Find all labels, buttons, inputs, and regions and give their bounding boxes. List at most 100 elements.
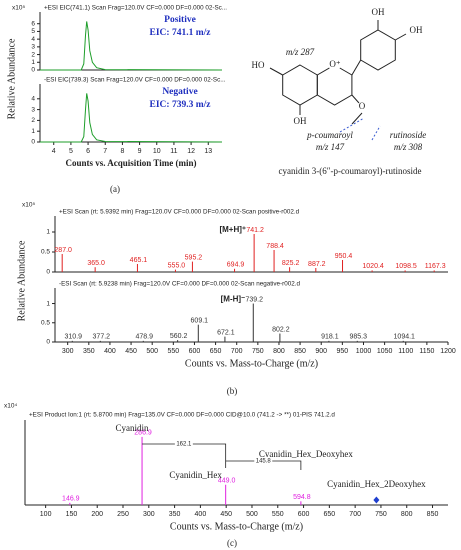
peak-label: 741.2 [246, 227, 264, 234]
y-tick-label: 4 [31, 96, 35, 103]
y-tick-label: 2 [31, 51, 35, 58]
annotation: Cyanidin [116, 423, 149, 433]
peak-label: 365.0 [87, 260, 105, 267]
x-tick-label: 1050 [377, 348, 393, 355]
fragment-bracket [142, 443, 227, 468]
cleavage [339, 117, 365, 133]
bond [395, 33, 407, 41]
atom-label: OH [372, 7, 385, 17]
chart-header: +ESI Product Ion:1 (rt: 5.8700 min) Frag… [29, 412, 335, 419]
structure [269, 20, 407, 141]
x-tick-label: 550 [167, 348, 179, 355]
y-tick-label: 6 [31, 20, 35, 27]
x-tick-label: 350 [169, 511, 181, 518]
peak-label: 739.2 [246, 296, 264, 303]
panel-label: (b) [227, 386, 238, 396]
y-tick-label: 0 [31, 67, 35, 74]
x-tick-label: 9 [138, 148, 142, 155]
annotation: Cyanidin_Hex_Deoxyhex [259, 449, 353, 459]
annotation: Cyanidin_Hex [169, 470, 222, 480]
panel-label: (a) [110, 184, 120, 194]
y-tick-label: 1 [46, 300, 50, 307]
x-tick-label: 400 [195, 511, 207, 518]
x-tick-label: 850 [294, 348, 306, 355]
annotation: [M+H]⁺ [219, 225, 246, 234]
x-tick-label: 700 [231, 348, 243, 355]
x-axis-label: Counts vs. Acquisition Time (min) [66, 158, 197, 168]
bond [351, 59, 362, 76]
peak-label: 1167.3 [425, 263, 446, 270]
x-tick-label: 800 [273, 348, 285, 355]
x-tick-label: 350 [83, 348, 95, 355]
annotation: Positive [164, 15, 196, 25]
x-tick-label: 6 [86, 148, 90, 155]
chromatogram [40, 93, 223, 143]
x-tick-label: 100 [40, 511, 52, 518]
chart-header: +ESI Scan (rt: 5.9392 min) Frag=120.0V C… [59, 209, 300, 216]
atom-bg [328, 59, 341, 71]
annotation: Cyanidin_Hex_2Deoxyhex [327, 479, 426, 489]
annotation: Negative [162, 87, 197, 97]
x-tick-label: 600 [189, 348, 201, 355]
chart-header: -ESI EIC(739.3) Scan Frag=120.0V CF=0.00… [44, 77, 226, 84]
peak-label: 146.9 [62, 496, 80, 503]
y-tick-label: 2 [31, 117, 35, 124]
y-tick-label: 0.5 [41, 249, 50, 256]
atom-bg [357, 102, 367, 112]
x-tick-label: 7 [103, 148, 107, 155]
x-tick-label: 550 [272, 511, 284, 518]
x-tick-label: 450 [125, 348, 137, 355]
y-tick-label: 0 [46, 269, 50, 276]
x-tick-label: 500 [146, 348, 158, 355]
x-tick-label: 300 [143, 511, 155, 518]
annotation: EIC: 741.1 m/z [150, 28, 212, 38]
x-tick-label: 600 [298, 511, 310, 518]
x-tick-label: 12 [187, 148, 195, 155]
annotation: 145.8 [256, 459, 272, 465]
y-tick-label: 3 [31, 44, 35, 51]
x-tick-label: 450 [220, 511, 232, 518]
peak-label: 560.2 [170, 333, 188, 340]
fragment-label: m/z 308 [394, 142, 423, 152]
peak-label: 465.1 [130, 257, 148, 264]
fragment-label: m/z 287 [286, 47, 315, 57]
atom-label: OH [410, 25, 423, 35]
y-tick-label: 1 [31, 128, 35, 135]
peak-label: 310.9 [65, 334, 83, 341]
x-axis-label: Counts vs. Mass-to-Charge (m/z) [185, 358, 318, 369]
y-tick-label: 5 [31, 28, 35, 35]
peak-label: 449.0 [218, 478, 236, 485]
peak-label: 825.2 [282, 260, 300, 267]
bond [351, 112, 363, 125]
y-tick-label: 0.5 [41, 319, 50, 326]
peak-label: 788.4 [266, 243, 284, 250]
x-axis-label: Counts vs. Mass-to-Charge (m/z) [170, 521, 303, 532]
chromatogram [40, 21, 223, 71]
bond [269, 67, 283, 76]
atom-label: OH [294, 116, 307, 126]
chart-header: +ESI EIC(741.1) Scan Frag=120.0V CF=0.00… [44, 5, 227, 12]
y-tick-label: 0 [31, 139, 35, 146]
x-tick-label: 850 [427, 511, 439, 518]
peak-label: 672.1 [217, 329, 235, 336]
x-tick-label: 11 [170, 148, 177, 155]
peak-label: 609.1 [191, 318, 209, 325]
precursor-marker [373, 496, 380, 504]
x-tick-label: 1150 [419, 348, 434, 355]
x-tick-label: 150 [66, 511, 78, 518]
y-tick-label: 1 [46, 229, 50, 236]
fragment-label: m/z 147 [316, 142, 345, 152]
label-bg [254, 457, 273, 465]
x-tick-label: 300 [62, 348, 74, 355]
x-tick-label: 950 [337, 348, 349, 355]
peak-label: 918.1 [321, 334, 339, 341]
y-tick-label: 0 [46, 339, 50, 346]
x-tick-label: 13 [204, 148, 212, 155]
peak-label: 287.0 [54, 247, 72, 254]
x-tick-label: 200 [91, 511, 103, 518]
annotation: 162.1 [176, 442, 192, 448]
y-multiplier: x10⁵ [12, 5, 25, 12]
panel-label: (c) [227, 538, 237, 548]
bond [351, 94, 360, 104]
